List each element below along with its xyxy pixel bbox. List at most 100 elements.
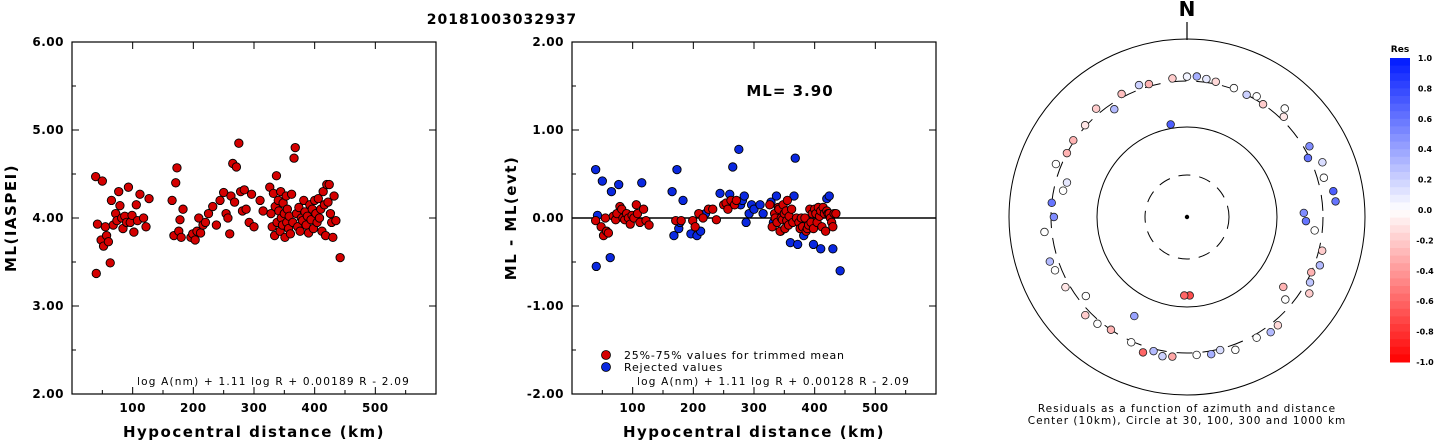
station-marker	[1206, 350, 1216, 359]
station-marker	[1168, 74, 1177, 83]
colorbar-swatch	[1390, 278, 1410, 287]
trimmed-point	[591, 215, 601, 226]
x-axis-label: Hypocentral distance (km)	[123, 423, 385, 441]
data-point	[115, 201, 125, 211]
station-marker	[1127, 338, 1136, 347]
station-marker	[1149, 346, 1158, 356]
station-marker	[1192, 350, 1201, 360]
colorbar-swatch	[1390, 73, 1410, 82]
x-tick-label: 200	[680, 401, 707, 415]
station-marker	[1215, 345, 1225, 355]
legend-marker-trimmed	[601, 350, 611, 360]
station-marker	[1144, 79, 1154, 89]
colorbar-label: 1.0	[1418, 54, 1433, 63]
station-marker	[1106, 325, 1116, 334]
colorbar-swatch	[1390, 187, 1410, 196]
station-marker	[1319, 173, 1329, 182]
rejected-point	[678, 195, 688, 206]
station-marker	[1117, 89, 1126, 99]
rejected-point	[591, 261, 601, 272]
station-marker	[1281, 295, 1290, 304]
x-tick-label: 400	[801, 401, 828, 415]
station-marker	[1093, 319, 1102, 328]
rejected-point	[728, 162, 738, 172]
station-marker	[1229, 83, 1239, 93]
colorbar-swatch	[1390, 96, 1410, 105]
colorbar-label: 0.0	[1418, 206, 1433, 215]
trimmed-point	[828, 222, 838, 232]
x-tick-label: 300	[741, 401, 768, 415]
station-marker	[1266, 327, 1275, 337]
station-marker	[1180, 291, 1189, 300]
data-point	[106, 195, 117, 206]
x-tick-label: 300	[241, 401, 268, 415]
station-marker	[1051, 159, 1061, 169]
data-point	[229, 197, 240, 207]
ring-dashed-inner	[1144, 174, 1230, 260]
colorbar-swatch	[1390, 65, 1410, 74]
station-marker	[1252, 92, 1261, 101]
data-point	[141, 222, 151, 232]
data-point	[167, 195, 177, 206]
trimmed-point	[698, 213, 708, 223]
colorbar-swatch	[1390, 270, 1410, 279]
data-point	[219, 187, 229, 198]
rejected-point	[739, 191, 749, 201]
data-point	[325, 208, 336, 219]
legend-marker-rejected	[601, 362, 611, 372]
station-marker	[1058, 186, 1068, 195]
data-point	[246, 189, 257, 199]
trimmed-point	[786, 204, 797, 214]
caption-line-2: Center (10km), Circle at 30, 100, 300 an…	[1028, 415, 1347, 427]
colorbar-label: -1.0	[1416, 358, 1434, 367]
data-point	[172, 163, 182, 173]
colorbar-swatch	[1390, 255, 1410, 264]
station-marker	[1045, 257, 1055, 266]
panel-ml-iaspei: 100 200 300 400 500 2.00 3.00 4.00 5.00 6.00 log …	[2, 35, 437, 441]
y-tick-label: 0.00	[532, 211, 564, 225]
station-marker	[1134, 80, 1144, 90]
y-tick-label: 4.00	[32, 211, 64, 225]
colorbar-swatch	[1390, 179, 1410, 188]
station-marker	[1158, 352, 1167, 361]
trimmed-point	[723, 204, 733, 214]
ring-outer	[1008, 38, 1366, 396]
colorbar-swatch	[1390, 156, 1410, 165]
tick-layer: 100 200 300 400 500 -2.00 -1.00 0.00 1.00 2.00	[527, 35, 936, 415]
trimmed-point	[711, 215, 722, 225]
data-point	[289, 153, 299, 163]
station-marker	[1305, 278, 1315, 287]
data-point	[171, 178, 181, 188]
rejected-point	[789, 191, 799, 201]
colorbar-swatch	[1390, 126, 1410, 135]
colorbar-swatch	[1390, 80, 1410, 89]
station-layer	[1040, 72, 1340, 361]
station-marker	[1252, 333, 1261, 342]
rejected-point	[771, 191, 782, 201]
station-marker	[1305, 142, 1314, 151]
data-point	[290, 142, 300, 153]
data-point	[144, 193, 154, 204]
station-marker	[1331, 197, 1340, 206]
colorbar-swatch	[1390, 118, 1410, 127]
colorbar-swatch	[1390, 301, 1410, 310]
data-point	[92, 219, 103, 229]
station-marker	[1130, 311, 1139, 321]
colorbar-swatch	[1390, 263, 1410, 272]
station-marker	[1273, 321, 1283, 330]
data-point	[190, 235, 200, 245]
station-marker	[1081, 291, 1091, 301]
data-point	[203, 208, 214, 219]
data-point	[285, 229, 296, 239]
colorbar-swatch	[1390, 194, 1410, 203]
station-marker	[1315, 261, 1325, 270]
data-point	[176, 232, 186, 243]
point-layer	[91, 138, 345, 279]
station-marker	[1307, 268, 1316, 277]
colorbar-swatch	[1390, 149, 1410, 158]
station-marker	[1047, 198, 1056, 207]
trimmed-point	[731, 195, 742, 206]
colorbar-swatch	[1390, 316, 1410, 325]
y-tick-label: 6.00	[32, 35, 64, 49]
